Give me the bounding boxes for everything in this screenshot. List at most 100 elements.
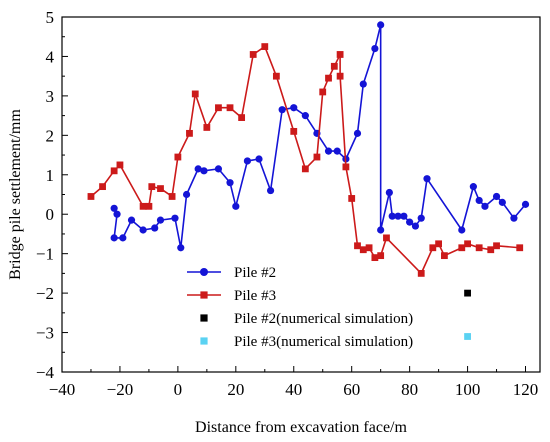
x-axis-title: Distance from excavation face/m xyxy=(195,419,407,436)
series-line xyxy=(113,24,527,249)
data-point xyxy=(255,155,263,163)
data-point xyxy=(272,72,280,80)
data-point xyxy=(177,244,185,252)
data-point xyxy=(266,186,275,195)
data-point xyxy=(99,183,106,191)
y-tick-label: 1 xyxy=(46,166,55,185)
data-point xyxy=(365,244,373,252)
data-point xyxy=(458,244,466,252)
data-point xyxy=(498,198,506,206)
data-point xyxy=(226,104,234,112)
legend-marker xyxy=(200,291,208,299)
data-point xyxy=(429,244,437,252)
data-point xyxy=(475,196,483,205)
x-tick-label: 0 xyxy=(174,380,183,399)
legend-label: Pile #2 xyxy=(234,265,276,281)
data-point xyxy=(290,104,298,112)
data-point xyxy=(119,234,127,242)
data-point xyxy=(371,44,379,53)
series-2 xyxy=(87,43,524,277)
x-tick-label: 80 xyxy=(401,380,418,399)
legend-marker xyxy=(200,314,208,322)
data-point xyxy=(377,226,385,234)
x-tick-label: −20 xyxy=(107,380,134,399)
y-tick-label: −1 xyxy=(36,245,54,264)
data-point xyxy=(174,153,182,161)
legend-item-3: Pile #2(numerical simulation) xyxy=(200,311,413,327)
data-point xyxy=(383,234,390,242)
x-tick-label: 40 xyxy=(285,380,302,399)
data-point xyxy=(464,240,471,248)
data-point xyxy=(139,202,147,210)
series-line xyxy=(90,45,520,275)
data-point xyxy=(423,175,431,183)
data-point xyxy=(87,193,95,200)
y-tick-label: 5 xyxy=(46,8,55,27)
data-point xyxy=(113,210,121,218)
data-point xyxy=(354,242,361,250)
data-point xyxy=(313,153,321,161)
x-tick-label: 20 xyxy=(227,380,244,399)
data-point xyxy=(148,183,156,191)
data-point xyxy=(411,222,420,230)
y-tick-label: 3 xyxy=(46,87,55,106)
data-point xyxy=(139,226,147,234)
y-tick-label: −3 xyxy=(36,324,54,343)
data-point xyxy=(441,252,448,260)
series-3 xyxy=(464,289,471,297)
data-point xyxy=(238,114,246,121)
data-point xyxy=(359,246,367,254)
data-point xyxy=(481,202,489,210)
data-point xyxy=(191,90,199,98)
data-point xyxy=(371,254,379,262)
data-point xyxy=(116,161,124,169)
data-point xyxy=(475,244,483,252)
data-point xyxy=(110,204,118,212)
data-point xyxy=(388,212,396,220)
data-point xyxy=(493,242,500,250)
data-point xyxy=(168,193,176,200)
data-point xyxy=(464,289,471,297)
y-tick-label: −4 xyxy=(36,363,55,382)
y-tick-label: 2 xyxy=(46,126,55,145)
data-point xyxy=(492,192,501,201)
data-point xyxy=(243,157,252,165)
x-tick-label: 120 xyxy=(513,380,539,399)
data-point xyxy=(226,179,234,187)
data-point xyxy=(394,212,402,220)
y-tick-label: −2 xyxy=(36,284,54,303)
data-point xyxy=(215,104,222,112)
data-point xyxy=(353,129,362,137)
data-point xyxy=(521,200,530,208)
data-point xyxy=(325,74,332,82)
data-point xyxy=(249,51,257,58)
data-point xyxy=(516,244,524,252)
y-tick-label: 4 xyxy=(46,47,55,66)
data-point xyxy=(110,234,118,242)
data-point xyxy=(458,226,466,234)
data-point xyxy=(145,202,153,210)
data-point xyxy=(330,62,338,70)
data-point xyxy=(232,202,240,210)
data-point xyxy=(182,190,191,199)
data-point xyxy=(301,165,309,173)
legend-item-1: Pile #2 xyxy=(187,265,276,281)
y-axis-title: Bridge pile settlement/mm xyxy=(7,109,24,280)
data-point xyxy=(417,214,425,222)
data-point xyxy=(469,183,477,191)
data-point xyxy=(261,43,269,50)
data-point xyxy=(510,214,518,222)
y-axis: −4 −3 −2 −1 0 1 2 3 4 5 xyxy=(36,8,68,382)
data-point xyxy=(377,21,385,29)
data-point xyxy=(171,214,179,222)
legend-label: Pile #3(numerical simulation) xyxy=(234,334,413,350)
x-tick-label: 100 xyxy=(455,380,481,399)
data-point xyxy=(336,72,344,80)
legend-item-4: Pile #3(numerical simulation) xyxy=(200,334,413,350)
x-axis: −40 −20 0 20 40 60 80 100 120 xyxy=(49,366,539,399)
data-point xyxy=(200,167,208,175)
legend-label: Pile #3 xyxy=(234,288,276,304)
legend: Pile #2 Pile #3 Pile #2(numerical simulati… xyxy=(187,265,413,350)
data-point xyxy=(214,165,223,173)
